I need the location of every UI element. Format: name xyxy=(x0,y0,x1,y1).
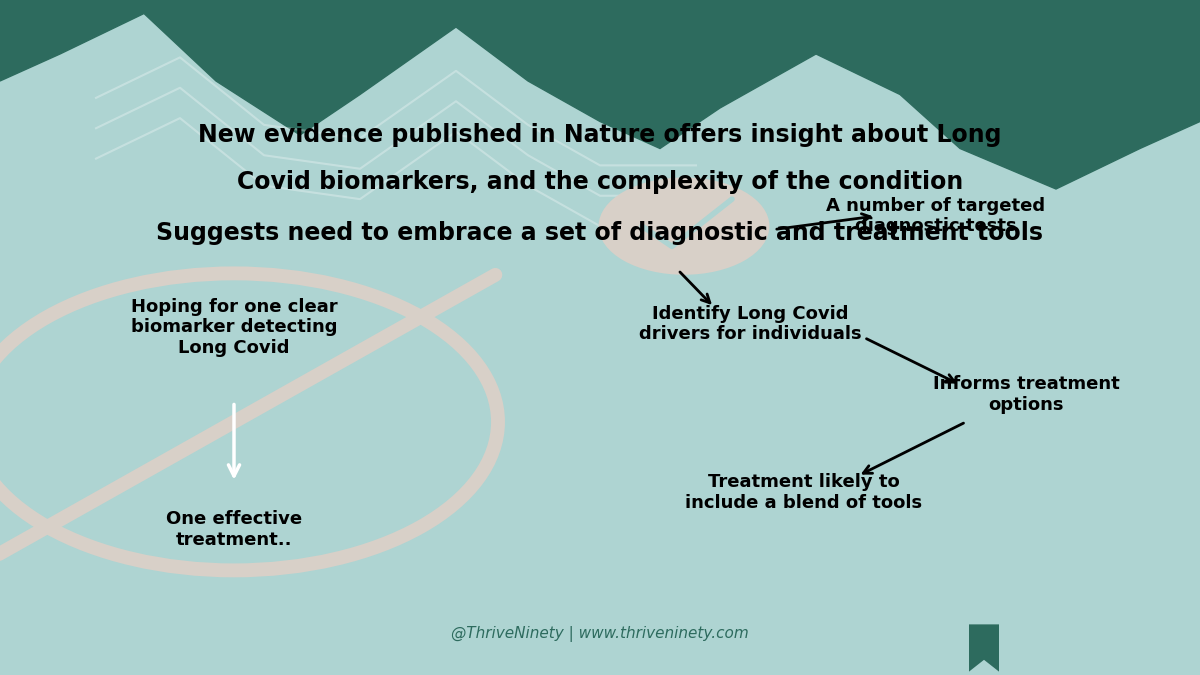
Text: @ThriveNinety | www.thriveninety.com: @ThriveNinety | www.thriveninety.com xyxy=(451,626,749,643)
Text: Informs treatment
options: Informs treatment options xyxy=(932,375,1120,414)
Text: Suggests need to embrace a set of diagnostic and treatment tools: Suggests need to embrace a set of diagno… xyxy=(156,221,1044,245)
Polygon shape xyxy=(970,624,998,672)
Text: Treatment likely to
include a blend of tools: Treatment likely to include a blend of t… xyxy=(685,473,923,512)
Text: New evidence published in Nature offers insight about Long: New evidence published in Nature offers … xyxy=(198,123,1002,147)
Text: One effective
treatment..: One effective treatment.. xyxy=(166,510,302,549)
Text: Hoping for one clear
biomarker detecting
Long Covid: Hoping for one clear biomarker detecting… xyxy=(131,298,337,357)
Circle shape xyxy=(600,179,768,273)
Text: Identify Long Covid
drivers for individuals: Identify Long Covid drivers for individu… xyxy=(638,304,862,344)
Polygon shape xyxy=(0,0,1200,189)
Text: Covid biomarkers, and the complexity of the condition: Covid biomarkers, and the complexity of … xyxy=(236,170,964,194)
Text: A number of targeted
diagnostic tests: A number of targeted diagnostic tests xyxy=(827,196,1045,236)
